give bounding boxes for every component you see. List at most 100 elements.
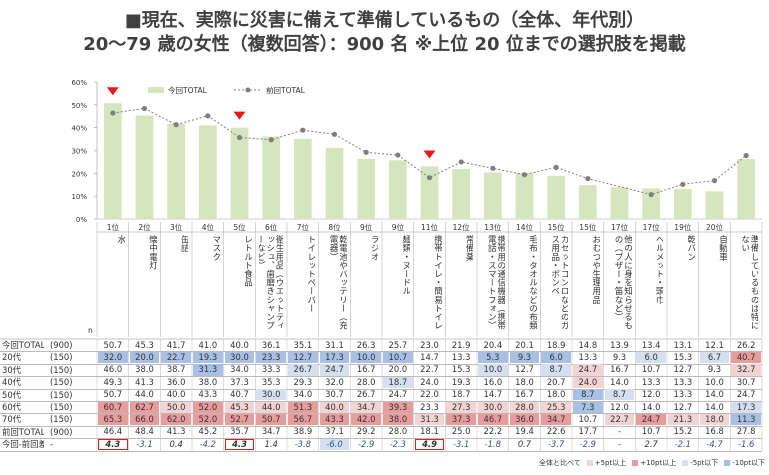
row-label: 今回-前回差 (2, 439, 44, 450)
table-cell: 8.7 (573, 389, 603, 401)
table-cell: 9.3 (707, 364, 722, 375)
rank-label: 7位 (297, 222, 310, 232)
table-cell: -1.6 (737, 438, 755, 449)
table-cell: 22.6 (546, 426, 566, 437)
table-cell: 14.0 (705, 389, 724, 400)
table-cell: 27.8 (736, 426, 756, 437)
table-cell: 18.0 (515, 376, 534, 387)
table-cell: 12.7 (515, 364, 534, 375)
table-cell: - (617, 426, 621, 437)
bar-4 (198, 125, 217, 219)
row-n: (150) (50, 414, 73, 425)
category-label: 他の人に身を知らせるもの（ブザー・笛など） (613, 235, 632, 330)
table-cell: 24.7 (319, 364, 350, 376)
table-cell: 52.0 (193, 413, 223, 426)
table-cell: 13.3 (673, 376, 693, 387)
table-cell: 24.7 (573, 364, 603, 376)
table-row: 70代 (150) 65.3 66.0 62.0 52.0 52.7 50.7 56.7 43.3… (0, 413, 769, 426)
table-cell: 12.0 (610, 401, 629, 412)
legend-previous-label: 前回TOTAL (266, 85, 306, 95)
table-cell: 31.3 (414, 413, 445, 426)
y-tick-label: 10% (71, 193, 87, 201)
category-label: 乾電池やバッテリー（充電器） (328, 235, 347, 330)
table-cell: 30.0 (478, 401, 508, 413)
legend-current-swatch (148, 87, 164, 93)
row-label: 20代 (2, 352, 22, 363)
table-cell: 50.0 (161, 401, 191, 413)
row-label: 50代 (2, 389, 22, 400)
table-cell: 24.0 (573, 376, 603, 389)
table-cell: 12.7 (288, 351, 318, 364)
previous-point-11 (426, 175, 433, 181)
previous-point-4 (205, 113, 211, 119)
rank-label: 2位 (138, 222, 151, 232)
rank-label: 15位 (548, 222, 566, 232)
table-cell: 12.0 (641, 389, 661, 400)
table-cell: 50.7 (103, 339, 123, 350)
rank-label: 14位 (516, 222, 534, 232)
table-cell: 25.7 (388, 339, 408, 350)
table-cell: 33.3 (261, 364, 281, 375)
rank-label: 8位 (328, 222, 341, 232)
category-label: レトルト食品 (242, 235, 252, 287)
highlight-marker (423, 150, 436, 159)
table-cell: 14.8 (578, 339, 598, 350)
table-cell: 16.8 (705, 426, 724, 437)
table-cell: 15.3 (451, 364, 471, 375)
table-cell: 4.3 (224, 438, 255, 451)
table-cell: 65.3 (98, 413, 128, 426)
chart-title-line1: ■現在、実際に災害に備えて準備しているもの（全体、年代別） (124, 10, 645, 31)
table-cell: -3.7 (547, 438, 565, 449)
table-row-divider (0, 438, 762, 440)
y-tick-label: 0% (76, 216, 87, 224)
legend-minus10: -10pt以下 (724, 458, 765, 468)
table-cell: -2.3 (389, 438, 406, 449)
table-cell: 43.3 (198, 389, 218, 400)
table-cell: 38.0 (135, 364, 154, 375)
row-n: (150) (50, 402, 73, 412)
category-label: 麺類・ヌードル (400, 235, 410, 296)
table-row-divider (0, 376, 762, 378)
rank-label: 9位 (392, 222, 405, 232)
category-label: 常備薬 (464, 235, 474, 261)
category-label: カセットコンロなどのガス用品・ボンベ (549, 235, 569, 330)
table-cell: 31.1 (325, 339, 344, 350)
table-cell: 6.0 (636, 351, 666, 364)
table-cell: 19.3 (451, 376, 471, 387)
table-cell: 45.2 (198, 426, 218, 437)
table-cell: 14.0 (705, 401, 724, 412)
table-cell: 20.1 (515, 339, 534, 350)
table-cell: 51.3 (288, 401, 318, 413)
y-tick-label: 30% (71, 148, 87, 156)
table-row-divider (0, 450, 762, 452)
legend-previous-marker (245, 87, 251, 93)
table-cell: 1.4 (264, 438, 278, 449)
previous-point-10 (395, 152, 401, 158)
table-cell: 30.0 (224, 351, 255, 364)
table-cell: 18.0 (699, 413, 730, 426)
table-cell: 48.4 (135, 426, 154, 437)
table-row-divider (0, 363, 762, 365)
table-cell: 4.9 (414, 438, 445, 451)
table-cell: 19.3 (193, 351, 223, 364)
table-cell: 52.7 (224, 413, 255, 426)
legend-plus5: +5pt以上 (586, 458, 626, 468)
category-label: 懐中電灯 (147, 235, 157, 270)
row-label: 前回TOTAL (2, 426, 44, 437)
table-cell: 41.0 (198, 339, 218, 350)
bar-5 (230, 127, 249, 219)
table-cell: 10.7 (641, 426, 661, 437)
table-cell: 26.7 (356, 389, 376, 400)
table-cell: 2.7 (644, 438, 658, 449)
rank-label: 13位 (484, 222, 502, 232)
bar-21 (737, 159, 756, 219)
category-label: 衛生用品（ウエットティッシュ、歯磨きシャンプーなど） (259, 235, 284, 330)
table-cell: -3.8 (294, 438, 311, 449)
bar-19 (673, 189, 692, 219)
table-cell: 20.7 (546, 376, 566, 387)
table-cell: 38.9 (293, 426, 313, 437)
table-cell: 25.3 (541, 401, 571, 413)
bar-9 (357, 158, 376, 219)
table-cell: 36.0 (166, 376, 186, 387)
table-cell: 38.7 (166, 364, 186, 375)
